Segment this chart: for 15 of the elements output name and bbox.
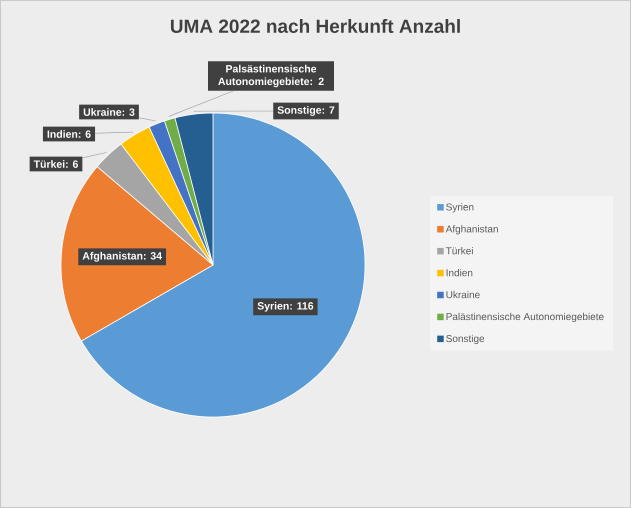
legend-label: Afghanistan [446, 225, 498, 234]
data-label: Palsästinensische Autonomiegebiete: 2 [218, 64, 324, 88]
data-label: Syrien: 116 [257, 302, 314, 312]
legend-label: Indien [446, 268, 472, 276]
legend-label: Palästinensische Autonomiegebiete [446, 312, 604, 322]
data-label: Indien: 6 [48, 130, 91, 138]
data-label: Afghanistan: 34 [82, 252, 162, 262]
data-label: Ukraine: 3 [84, 108, 134, 116]
data-label: Sonstige: 7 [278, 106, 334, 116]
legend-label: Sonstige [446, 334, 484, 344]
legend-label: Ukraine [446, 290, 480, 298]
legend-label: Syrien [446, 203, 474, 213]
data-label: Türkei: 6 [34, 160, 78, 168]
chart-title: UMA 2022 nach Herkunft Anzahl [170, 19, 460, 33]
legend-label: Türkei [446, 247, 473, 254]
